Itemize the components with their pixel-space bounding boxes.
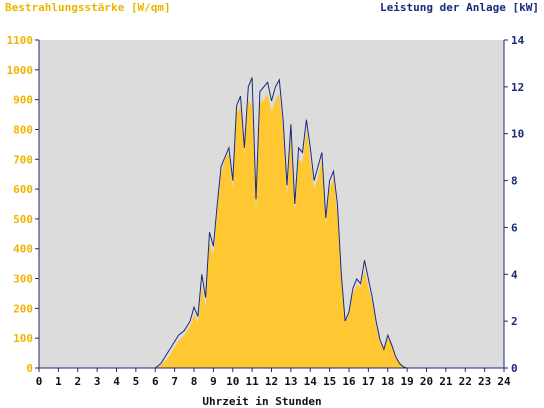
x-tick-label: 9 — [210, 375, 217, 388]
x-tick-label: 19 — [401, 375, 414, 388]
left-axis-title: Bestrahlungsstärke [W/qm] — [5, 1, 171, 14]
left-tick-label: 500 — [13, 213, 33, 226]
right-tick-label: 8 — [511, 175, 518, 188]
x-tick-label: 24 — [497, 375, 511, 388]
right-tick-label: 12 — [511, 81, 524, 94]
right-tick-label: 10 — [511, 128, 524, 141]
x-tick-label: 7 — [171, 375, 178, 388]
left-tick-label: 1100 — [7, 34, 34, 47]
right-tick-label: 2 — [511, 315, 518, 328]
irradiance-area — [39, 93, 504, 368]
x-tick-label: 13 — [284, 375, 297, 388]
axes-layer: 0100200300400500600700800900100011000246… — [7, 34, 525, 388]
left-tick-label: 200 — [13, 302, 33, 315]
left-tick-label: 1000 — [7, 64, 34, 77]
left-tick-label: 400 — [13, 243, 33, 256]
x-tick-label: 14 — [304, 375, 318, 388]
left-tick-label: 800 — [13, 123, 33, 136]
x-tick-label: 5 — [133, 375, 140, 388]
right-tick-label: 4 — [511, 268, 518, 281]
x-tick-label: 17 — [362, 375, 375, 388]
x-tick-label: 16 — [342, 375, 356, 388]
left-tick-label: 300 — [13, 273, 33, 286]
left-tick-label: 700 — [13, 153, 33, 166]
x-tick-label: 23 — [478, 375, 491, 388]
x-tick-label: 12 — [265, 375, 278, 388]
series-layer — [39, 77, 504, 369]
x-tick-label: 15 — [323, 375, 336, 388]
x-tick-label: 0 — [36, 375, 43, 388]
power-line — [39, 77, 504, 369]
left-tick-label: 100 — [13, 332, 33, 345]
x-tick-label: 4 — [113, 375, 120, 388]
x-tick-label: 1 — [55, 375, 62, 388]
x-tick-label: 22 — [459, 375, 472, 388]
x-tick-label: 2 — [74, 375, 81, 388]
x-tick-label: 8 — [191, 375, 198, 388]
x-tick-label: 11 — [246, 375, 260, 388]
x-tick-label: 10 — [226, 375, 239, 388]
right-tick-label: 6 — [511, 221, 518, 234]
x-tick-label: 3 — [94, 375, 101, 388]
x-tick-label: 18 — [381, 375, 394, 388]
x-tick-label: 21 — [439, 375, 453, 388]
right-tick-label: 0 — [511, 362, 518, 375]
x-tick-label: 6 — [152, 375, 159, 388]
x-tick-label: 20 — [420, 375, 433, 388]
left-tick-label: 600 — [13, 183, 33, 196]
left-tick-label: 900 — [13, 94, 33, 107]
right-axis-title: Leistung der Anlage [kW] — [380, 1, 539, 14]
right-tick-label: 14 — [511, 34, 525, 47]
left-tick-label: 0 — [26, 362, 33, 375]
x-axis-title: Uhrzeit in Stunden — [202, 395, 321, 408]
